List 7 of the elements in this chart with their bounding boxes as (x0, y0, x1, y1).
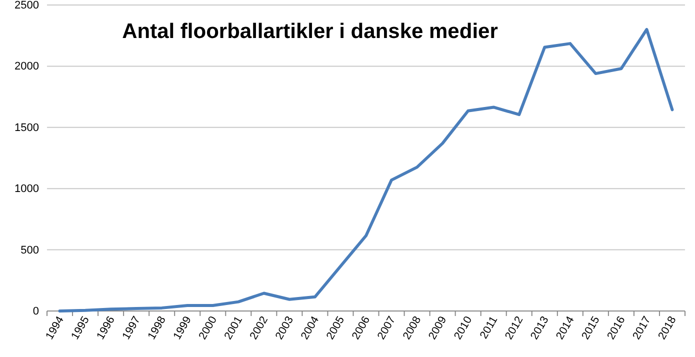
y-tick-label: 2000 (14, 60, 39, 73)
y-tick-label: 0 (32, 306, 39, 318)
y-tick-label: 1000 (14, 183, 39, 196)
y-tick-label: 500 (20, 244, 39, 256)
y-tick-label: 1500 (14, 122, 39, 134)
y-tick-label: 2500 (14, 0, 39, 12)
text: Antal floorballartikler i danske medier (122, 20, 498, 43)
